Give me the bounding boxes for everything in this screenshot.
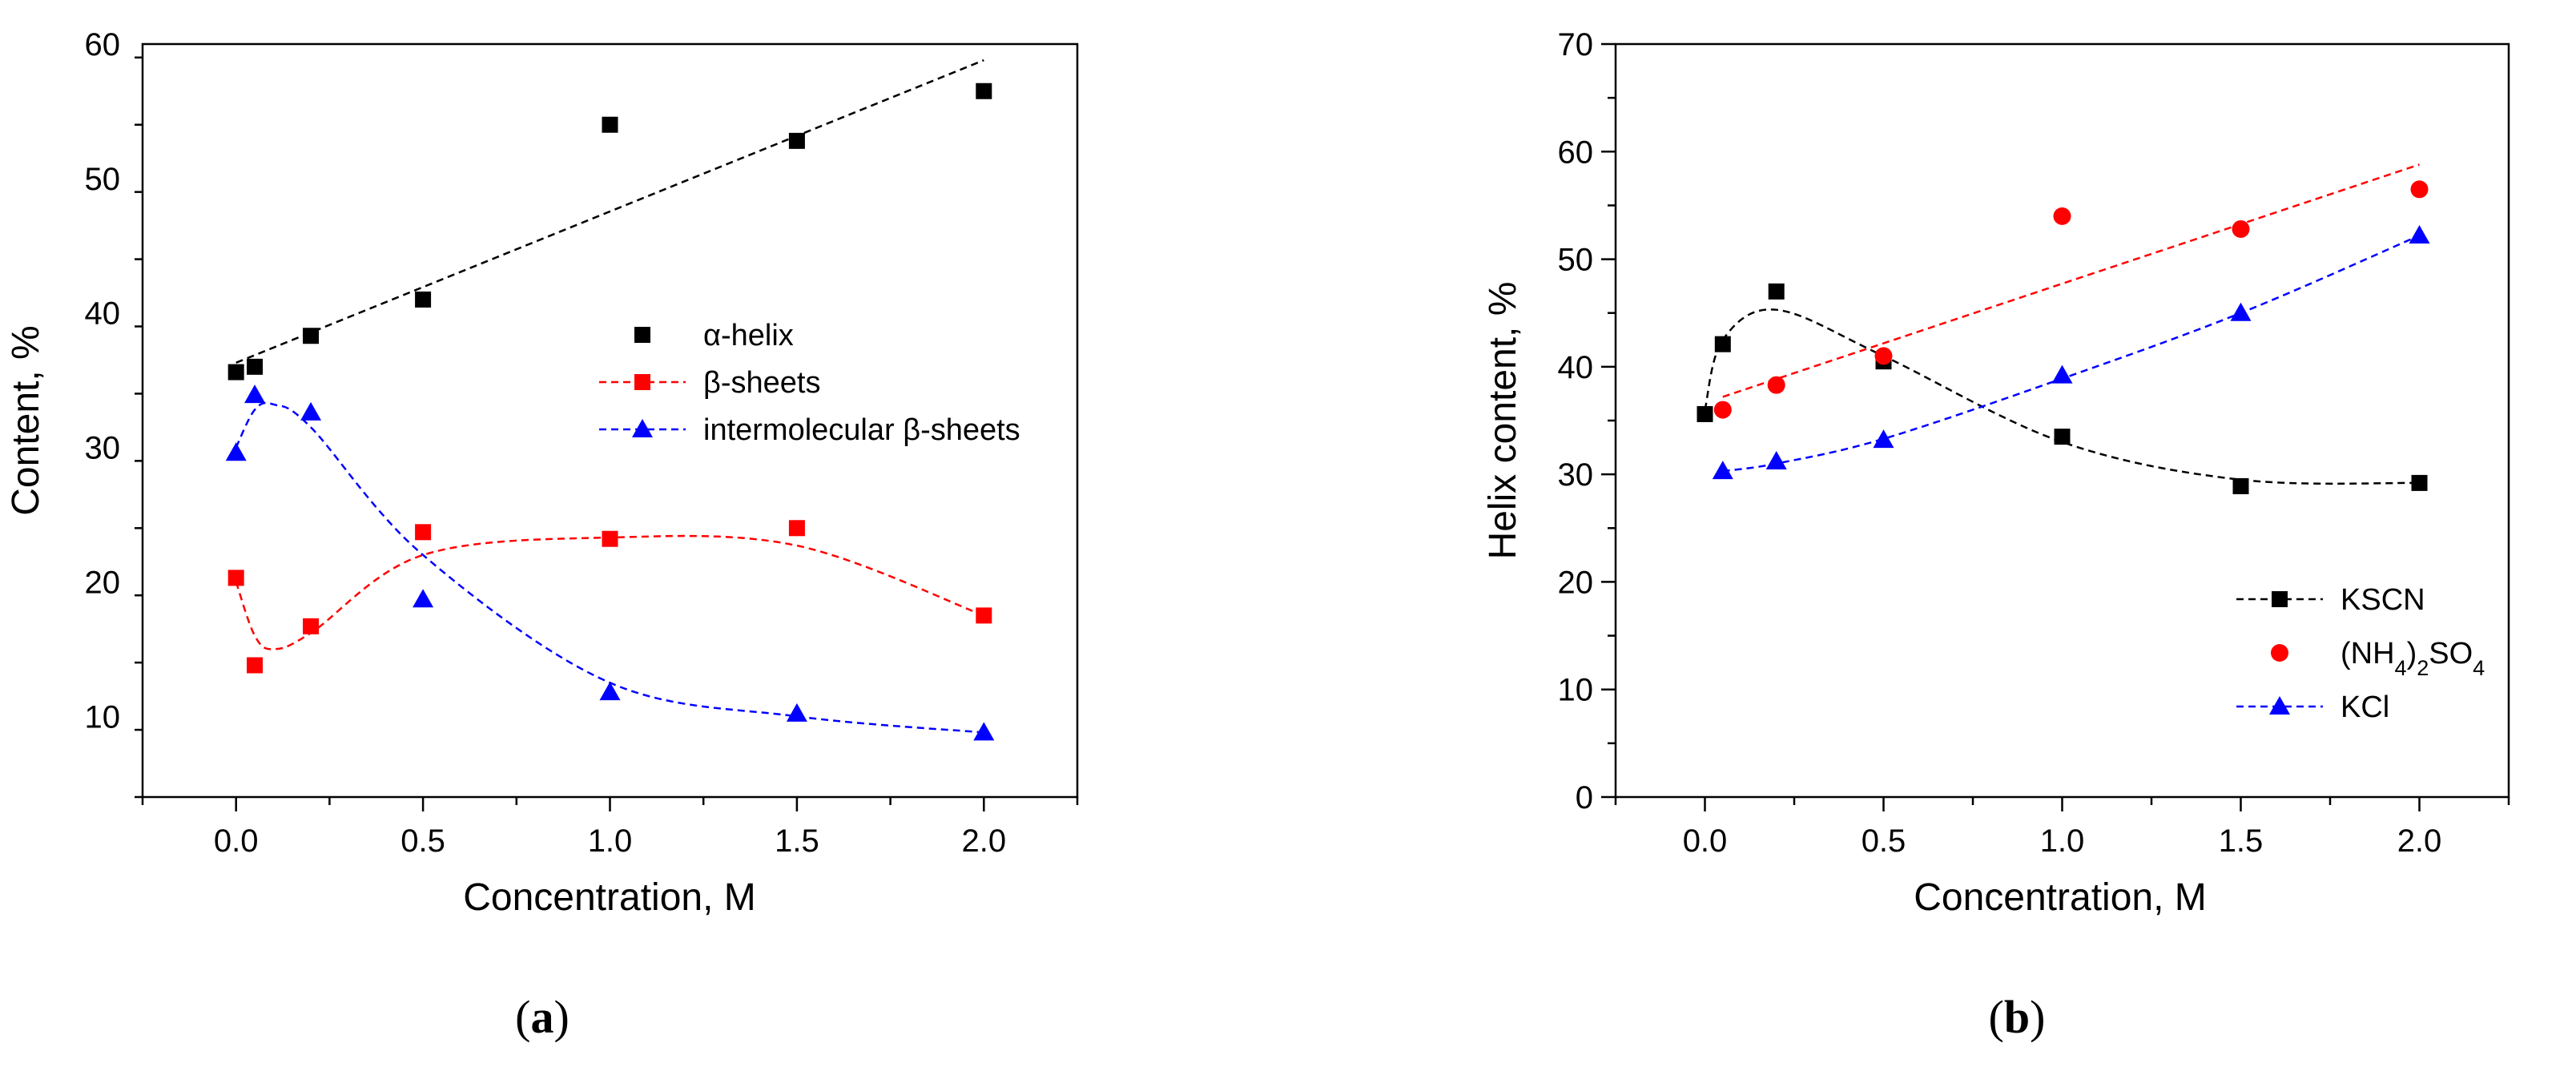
data-point: [976, 83, 992, 99]
x-tick-label: 2.0: [2397, 823, 2442, 859]
data-point: [303, 328, 320, 344]
data-point: [2232, 477, 2249, 494]
series--nh4-2so4: [1713, 163, 2429, 419]
data-point: [1713, 401, 1732, 419]
y-axis-title: Helix content, %: [1482, 282, 1524, 560]
data-point: [415, 291, 432, 308]
fit-line: [1722, 163, 2420, 398]
data-point: [1873, 429, 1894, 449]
data-point: [1714, 336, 1731, 352]
data-point: [247, 657, 264, 674]
legend-label: KSCN: [2341, 583, 2425, 617]
x-tick-label: 0.5: [1862, 823, 1906, 859]
x-axis-title: Concentration, M: [1914, 876, 2207, 919]
data-point: [2409, 225, 2430, 244]
data-point: [244, 385, 266, 404]
legend-marker: [634, 374, 650, 390]
x-tick-label: 0.0: [1683, 823, 1728, 859]
legend-label: (NH4)2SO4: [2341, 637, 2485, 680]
legend-marker: [632, 419, 653, 437]
data-point: [1768, 283, 1785, 300]
legend-label: intermolecular β-sheets: [703, 413, 1020, 447]
legend: α-helix β-sheets intermolecular β-sheets: [599, 319, 1020, 447]
data-point: [1697, 405, 1713, 422]
data-point: [973, 722, 995, 741]
y-tick-label: 10: [1558, 673, 1594, 708]
legend-label: β-sheets: [703, 366, 820, 400]
y-tick-label: 30: [85, 431, 121, 466]
data-point: [976, 607, 992, 624]
data-point: [1767, 376, 1785, 394]
y-axis-title: Content, %: [5, 325, 47, 515]
data-point: [415, 524, 432, 541]
y-tick-label: 0: [1576, 780, 1593, 815]
y-tick-label: 40: [1558, 350, 1594, 385]
y-tick-label: 70: [1558, 27, 1594, 62]
data-point: [786, 703, 807, 722]
legend: KSCN (NH4)2SO4 KCl: [2236, 583, 2485, 724]
data-point: [1765, 451, 1787, 470]
x-tick-label: 0.0: [214, 823, 259, 859]
x-tick-label: 2.0: [961, 823, 1006, 859]
legend-marker: [2269, 696, 2290, 715]
y-tick-label: 30: [1558, 457, 1594, 493]
data-point: [227, 570, 244, 586]
data-point: [2051, 364, 2073, 384]
data-point: [2230, 302, 2252, 321]
y-tick-label: 50: [1558, 243, 1594, 278]
legend-label: α-helix: [703, 319, 794, 352]
data-point: [1712, 461, 1733, 480]
legend-label: KCl: [2341, 691, 2389, 724]
data-point: [2232, 219, 2250, 238]
data-point: [2054, 429, 2071, 445]
data-point: [227, 364, 244, 380]
fit-line: [235, 58, 984, 364]
legend-marker: [2271, 644, 2288, 662]
x-tick-label: 0.5: [400, 823, 445, 859]
y-tick-label: 40: [85, 296, 121, 332]
panel-label: (a): [515, 991, 570, 1043]
fit-line: [1722, 234, 2420, 473]
chart-panel-a: 0.0 0.5 1.0 1.5 2.0 10 20 30 40 50 60 Concentration…: [5, 27, 1079, 1043]
series--sheets: [227, 520, 992, 674]
y-tick-label: 60: [85, 27, 121, 62]
data-point: [2411, 474, 2428, 491]
series-kcl: [1712, 225, 2430, 480]
legend-marker: [2272, 591, 2288, 607]
fit-line: [235, 401, 984, 734]
x-axis-title: Concentration, M: [463, 876, 756, 919]
x-tick-label: 1.5: [775, 823, 819, 859]
fit-line: [235, 534, 984, 650]
data-point: [300, 401, 322, 421]
y-tick-label: 60: [1558, 135, 1594, 170]
data-point: [2053, 207, 2071, 225]
data-point: [602, 530, 618, 547]
series--helix: [227, 58, 992, 380]
data-point: [413, 589, 434, 608]
panel-label: (b): [1989, 991, 2046, 1043]
data-point: [602, 116, 618, 133]
series-intermolecular-sheets: [225, 385, 995, 741]
data-point: [247, 358, 264, 375]
chart-panel-b: 0.0 0.5 1.0 1.5 2.0 0 10 20 30 40 50 60 70 Concentrat…: [1482, 27, 2510, 1043]
y-tick-label: 10: [85, 699, 121, 735]
y-tick-label: 50: [85, 162, 121, 197]
data-point: [2410, 180, 2429, 199]
data-point: [599, 682, 621, 701]
data-point: [788, 132, 805, 149]
fit-line: [1704, 308, 2420, 485]
x-tick-label: 1.5: [2219, 823, 2264, 859]
legend-marker: [634, 327, 650, 343]
y-tick-label: 20: [1558, 565, 1594, 600]
y-tick-label: 20: [85, 565, 121, 600]
data-point: [303, 618, 320, 634]
data-point: [788, 520, 805, 537]
x-tick-label: 1.0: [588, 823, 633, 859]
data-point: [225, 442, 247, 461]
x-tick-label: 1.0: [2040, 823, 2085, 859]
data-point: [1874, 347, 1893, 365]
